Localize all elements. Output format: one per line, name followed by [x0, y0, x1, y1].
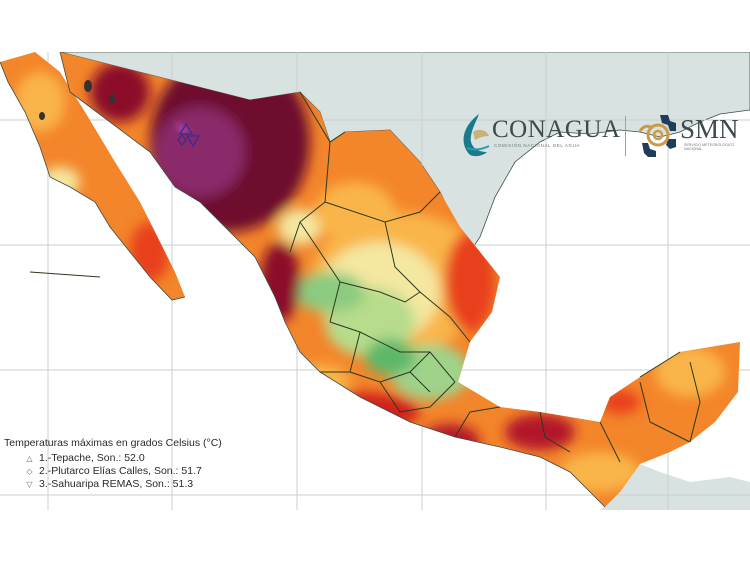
- temperature-map: CONAGUA COMISIÓN NACIONAL DEL AGUA SMN S…: [0, 52, 750, 510]
- conagua-logo-icon: [463, 114, 490, 157]
- marker-triangle-down-icon: [185, 135, 201, 148]
- legend-item: △ 1.-Tepache, Son.: 52.0: [4, 452, 222, 465]
- conagua-name: CONAGUA: [492, 116, 621, 143]
- legend: Temperaturas máximas en grados Celsius (…: [4, 437, 222, 491]
- central-america-land: [600, 397, 750, 510]
- legend-item-label: 3.-Sahuaripa REMAS, Son.: 51.3: [39, 478, 194, 490]
- legend-item-label: 1.-Tepache, Son.: 52.0: [39, 452, 145, 464]
- legend-item-label: 2.-Plutarco Elías Calles, Son.: 51.7: [39, 465, 202, 477]
- diamond-icon: ◇: [26, 467, 33, 476]
- triangle-down-icon: ▽: [26, 480, 33, 489]
- islands: [39, 80, 115, 120]
- header-logos: CONAGUA COMISIÓN NACIONAL DEL AGUA SMN S…: [455, 110, 750, 160]
- legend-title: Temperaturas máximas en grados Celsius (…: [4, 437, 222, 449]
- legend-item: ▽ 3.-Sahuaripa REMAS, Son.: 51.3: [4, 478, 222, 491]
- marker-diamond-icon: [177, 133, 187, 147]
- smn-name: SMN: [680, 114, 739, 144]
- conagua-subtitle: COMISIÓN NACIONAL DEL AGUA: [494, 143, 581, 148]
- map-canvas: [0, 52, 750, 510]
- coastlines: [0, 52, 606, 508]
- triangle-up-icon: △: [26, 454, 33, 463]
- smn-logo-icon: [638, 115, 676, 157]
- station-markers: [177, 122, 201, 148]
- marker-triangle-up-icon: [178, 122, 194, 135]
- smn-subtitle: SERVICIO METEOROLÓGICO NACIONAL: [684, 143, 735, 152]
- state-borders: [29, 91, 701, 463]
- logo-divider: [625, 116, 626, 156]
- legend-item: ◇ 2.-Plutarco Elías Calles, Son.: 51.7: [4, 465, 222, 478]
